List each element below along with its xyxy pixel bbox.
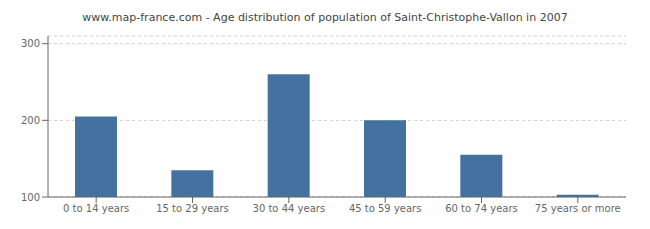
svg-text:200: 200 [21,115,40,126]
svg-text:75 years or more: 75 years or more [535,203,621,214]
svg-text:30 to 44 years: 30 to 44 years [253,203,326,214]
svg-text:300: 300 [21,38,40,49]
svg-text:15 to 29 years: 15 to 29 years [156,203,229,214]
svg-text:0 to 14 years: 0 to 14 years [63,203,129,214]
svg-text:100: 100 [21,192,40,203]
svg-text:60 to 74 years: 60 to 74 years [445,203,518,214]
svg-text:45 to 59 years: 45 to 59 years [349,203,422,214]
html-text:www.map-france.com - Age distr: www.map-france.com - Age distribution of… [82,11,568,24]
